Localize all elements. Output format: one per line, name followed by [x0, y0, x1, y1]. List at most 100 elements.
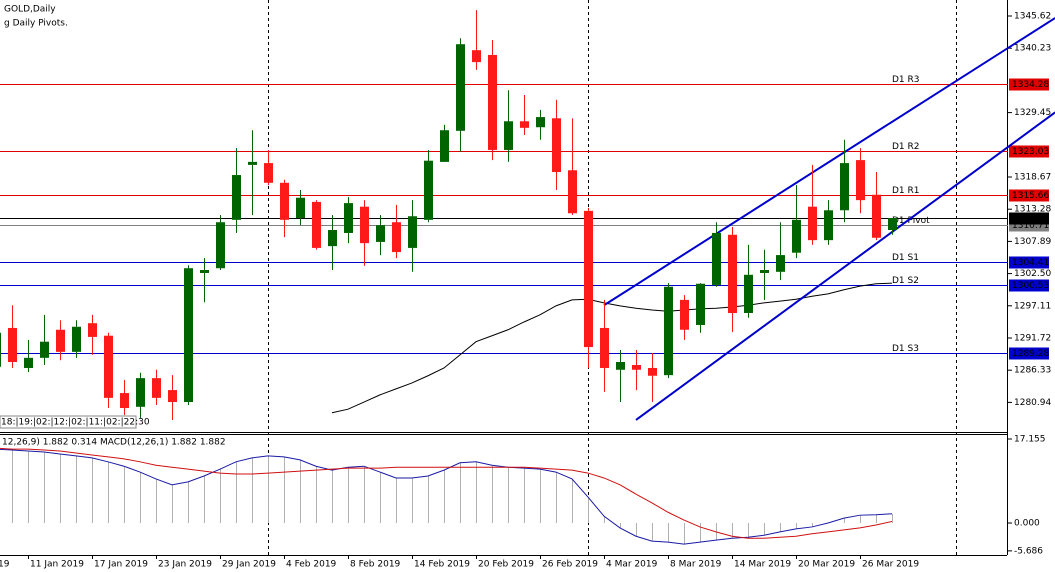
candle-body: [488, 54, 497, 150]
candle-body: [216, 222, 225, 269]
candle-body: [536, 117, 545, 128]
y-tick-label: 1340.23: [1014, 44, 1051, 54]
candle-body: [120, 393, 129, 409]
chart-title: GOLD,Daily: [4, 5, 56, 15]
annotation-box: [0, 415, 137, 429]
candle-body: [888, 218, 897, 230]
x-tick-label: 14 Mar 2019: [734, 560, 791, 570]
price-box: [1009, 256, 1049, 269]
candle-body: [824, 210, 833, 241]
candle-body: [408, 216, 417, 248]
candle-body: [520, 121, 529, 128]
x-tick-label: 4 Feb 2019: [286, 560, 337, 570]
candle-body: [136, 378, 145, 407]
candle-body: [200, 270, 209, 274]
price-box-label: 1315.66: [1012, 191, 1049, 201]
y-tick-label: 1318.67: [1014, 173, 1051, 183]
y-tick-label: 1329.45: [1014, 108, 1051, 118]
price-box-label: 1300.53: [1012, 281, 1049, 291]
pivot-label: D1 S1: [892, 253, 919, 263]
x-tick-label: 14 Feb 2019: [414, 560, 470, 570]
y-tick-label: 1280.94: [1014, 398, 1051, 408]
y-tick-label: 1291.72: [1014, 333, 1051, 343]
pivot-label: D1 R3: [892, 75, 920, 85]
candle-body: [328, 229, 337, 247]
price-box: [1009, 212, 1049, 225]
candle-body: [232, 175, 241, 220]
plot: 1345.62 1340.23 1329.45 1318.67 1313.28 1307.…: [0, 10, 1055, 570]
candle-body: [616, 362, 625, 370]
candle-body: [600, 327, 609, 368]
candle-body: [104, 335, 113, 398]
price-box-label: 1289.28: [1012, 349, 1049, 359]
candle-body: [280, 182, 289, 220]
candle-body: [72, 326, 81, 352]
x-tick-label: 23 Jan 2019: [158, 560, 212, 570]
macd-signal-line: [0, 447, 893, 539]
candle-body: [0, 332, 1, 367]
candle-body: [728, 234, 737, 314]
x-tick-label: 8 Feb 2019: [350, 560, 401, 570]
candle-body: [712, 232, 721, 285]
candle-body: [376, 225, 385, 242]
moving-average: [331, 282, 893, 414]
candle-body: [456, 44, 465, 131]
candle-body: [152, 378, 161, 398]
x-tick-label: 26 Mar 2019: [862, 560, 919, 570]
price-box: [1009, 78, 1049, 91]
candle-body: [632, 364, 641, 370]
candle-body: [840, 163, 849, 211]
macd-y-tick-label: 0.000: [1014, 519, 1040, 529]
x-tick-label: 20 Feb 2019: [478, 560, 534, 570]
y-tick-label: 1297.11: [1014, 301, 1051, 311]
pivot-label: D1 R2: [892, 142, 920, 152]
candle-body: [584, 210, 593, 348]
y-tick-label: 1345.62: [1014, 12, 1051, 22]
macd-y-tick-label: -5.686: [1014, 546, 1043, 556]
price-box-label: 1323.03: [1012, 147, 1049, 157]
pivot-label: D1 S2: [892, 276, 919, 286]
price-box-label: 1311.78: [1012, 214, 1049, 224]
candle-body: [344, 203, 353, 233]
candle-body: [424, 160, 433, 220]
pivot-label: D1 R1: [892, 186, 920, 196]
x-tick-label: 26 Feb 2019: [542, 560, 598, 570]
candle-body: [296, 197, 305, 219]
price-box-label: 1334.28: [1012, 80, 1049, 90]
candle-body: [664, 286, 673, 376]
candle-body: [88, 323, 97, 337]
candle-body: [552, 118, 561, 173]
y-tick-label: 1313.28: [1014, 205, 1051, 215]
price-box: [1009, 145, 1049, 158]
x-tick-label: 29 Jan 2019: [222, 560, 276, 570]
macd-label: 12,26,9) 1.882 0.314 MACD(12,26,1) 1.882…: [2, 438, 226, 448]
candle-body: [680, 299, 689, 330]
macd-y-tick-label: 17.155: [1014, 435, 1046, 445]
x-tick-label: 11 Jan 2019: [30, 560, 84, 570]
candle-body: [264, 163, 273, 183]
x-tick-label: 17 Jan 2019: [94, 560, 148, 570]
candle-body: [392, 222, 401, 253]
candle-body: [440, 130, 449, 162]
y-tick-label: 1307.89: [1014, 237, 1051, 247]
candle-body: [168, 390, 177, 403]
pivot-label: D1 Pivot: [892, 216, 930, 226]
price-box: [1009, 347, 1049, 360]
candle-body: [472, 50, 481, 63]
annotation: 18:|19:|02:|12:|02:|11:|02:|22:30: [1, 418, 150, 428]
price-box-label: 1304.41: [1012, 258, 1049, 268]
candle-body: [8, 327, 17, 363]
x-tick-label: 19: [0, 560, 10, 570]
candle-body: [872, 194, 881, 238]
indicator-title: g Daily Pivots.: [4, 19, 68, 29]
trendline: [635, 111, 1055, 421]
price-box: [1009, 279, 1049, 292]
candle-body: [248, 161, 257, 165]
price-box: [1009, 189, 1049, 202]
candle-body: [56, 329, 65, 352]
y-tick-label: 1286.33: [1014, 366, 1051, 376]
candle-body: [760, 270, 769, 274]
x-tick-label: 20 Mar 2019: [798, 560, 855, 570]
